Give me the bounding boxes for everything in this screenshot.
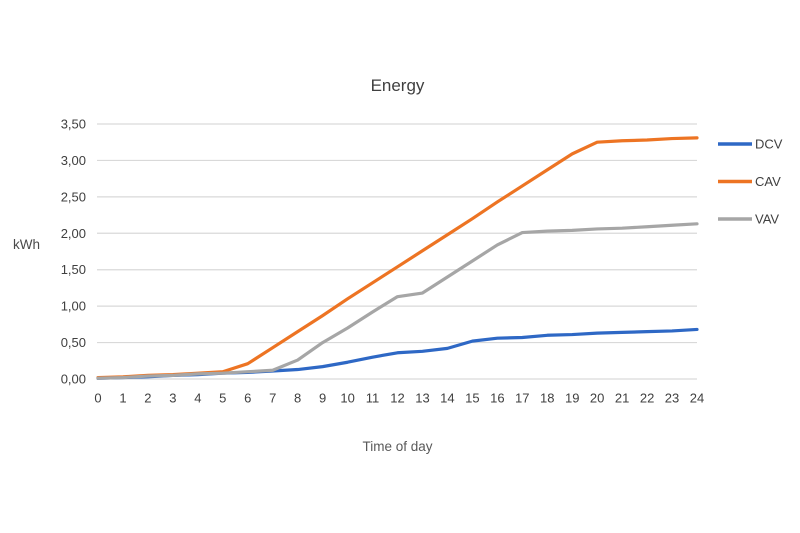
series-line-dcv [96,327,699,380]
x-tick-label: 5 [219,391,226,406]
y-tick-label: 1,50 [61,262,86,277]
x-tick-label: 2 [144,391,151,406]
x-tick-label: 8 [294,391,301,406]
x-tick-label: 0 [94,391,101,406]
x-tick-label: 13 [415,391,429,406]
chart-title: Energy [370,76,425,95]
x-tick-label: 22 [640,391,654,406]
x-tick-label: 19 [565,391,579,406]
x-tick-label: 12 [390,391,404,406]
x-tick-label: 1 [119,391,126,406]
x-axis-label: Time of day [362,439,433,454]
x-tick-label: 18 [540,391,554,406]
x-tick-label: 20 [590,391,604,406]
y-tick-label: 2,00 [61,226,86,241]
x-tick-label: 4 [194,391,201,406]
x-tick-label: 24 [690,391,704,406]
x-tick-label: 23 [665,391,679,406]
y-tick-label: 0,50 [61,335,86,350]
series-line-cav [96,136,699,380]
legend-label-cav: CAV [755,174,781,189]
legend-label-vav: VAV [755,212,779,227]
x-tick-label: 17 [515,391,529,406]
x-tick-label: 21 [615,391,629,406]
y-tick-label: 3,50 [61,117,86,132]
x-tick-label: 11 [366,391,380,406]
legend-label-dcv: DCV [755,137,783,152]
x-tick-label: 9 [319,391,326,406]
y-tick-label: 1,00 [61,299,86,314]
y-tick-label: 2,50 [61,189,86,204]
y-tick-label: 3,00 [61,153,86,168]
y-tick-label: 0,00 [61,372,86,387]
x-tick-label: 16 [490,391,504,406]
x-tick-label: 3 [169,391,176,406]
x-tick-label: 14 [440,391,454,406]
x-tick-label: 10 [340,391,354,406]
series-line-vav [96,222,699,380]
x-tick-label: 15 [465,391,479,406]
x-tick-label: 6 [244,391,251,406]
y-axis-label: kWh [13,237,40,252]
x-tick-label: 7 [269,391,276,406]
